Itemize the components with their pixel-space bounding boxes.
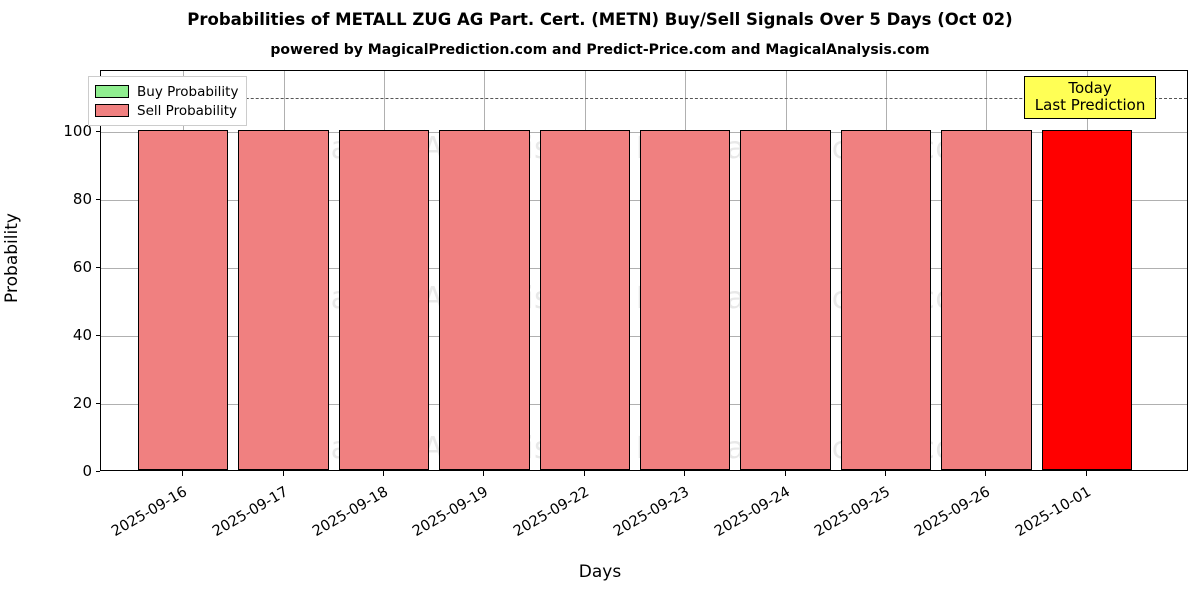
legend-item-sell[interactable]: Sell Probability	[95, 101, 238, 120]
x-tick-2025-09-16: 2025-09-16	[109, 484, 191, 540]
y-tick-mark-40	[96, 335, 100, 337]
bar-sell-2025-09-16[interactable]	[138, 130, 229, 470]
bar-sell-2025-09-26[interactable]	[941, 130, 1032, 470]
x-tick-2025-10-01: 2025-10-01	[1012, 484, 1094, 540]
x-tick-2025-09-25: 2025-09-25	[812, 484, 893, 540]
y-tick-20: 20	[72, 394, 92, 413]
y-tick-mark-0	[96, 471, 100, 472]
plot-clip: MagicalAnalysis.com MagicalPrediction.co…	[101, 71, 1187, 470]
legend-item-buy[interactable]: Buy Probability	[95, 82, 238, 101]
y-tick-40: 40	[72, 326, 92, 345]
chart-subtitle: powered by MagicalPrediction.com and Pre…	[270, 42, 930, 58]
plot-area: MagicalAnalysis.com MagicalPrediction.co…	[100, 70, 1188, 471]
legend-label: Sell Probability	[137, 102, 238, 119]
y-tick-mark-100	[96, 131, 100, 133]
y-tick-60: 60	[72, 258, 92, 277]
bar-sell-2025-09-24[interactable]	[740, 130, 831, 470]
x-tick-mark-2025-10-01	[1085, 471, 1087, 476]
x-tick-mark-2025-09-19	[483, 471, 485, 476]
bar-sell-2025-09-22[interactable]	[539, 130, 630, 470]
x-axis-label: Days	[578, 562, 622, 582]
y-tick-mark-80	[96, 199, 100, 201]
x-tick-mark-2025-09-22	[583, 471, 585, 476]
x-tick-2025-09-24: 2025-09-24	[711, 484, 793, 540]
y-tick-mark-20	[96, 403, 100, 405]
annotation-line-2: Last Prediction	[1034, 95, 1146, 114]
bar-sell-2025-09-23[interactable]	[640, 130, 731, 470]
x-tick-mark-2025-09-24	[784, 471, 786, 476]
legend-swatch-icon	[95, 85, 129, 98]
x-tick-mark-2025-09-16	[182, 471, 184, 476]
bar-sell-2025-09-18[interactable]	[338, 130, 430, 470]
x-axis-tick-labels: 2025-09-16 2025-09-17 2025-09-18 2025-09-19…	[100, 476, 1188, 556]
x-tick-mark-2025-09-26	[985, 471, 987, 476]
y-tick-100: 100	[63, 122, 92, 141]
legend-swatch-icon	[95, 104, 129, 117]
today-last-prediction-annotation: Today Last Prediction	[1023, 76, 1157, 119]
y-tick-mark-60	[96, 267, 100, 269]
y-axis-tick-labels: 0 20 40 60 80 100	[40, 70, 92, 480]
bar-sell-2025-09-19[interactable]	[439, 130, 530, 470]
page-title: Probabilities of METALL ZUG AG Part. Cer…	[187, 10, 1013, 29]
x-tick-2025-09-22: 2025-09-22	[510, 484, 592, 540]
bar-sell-2025-09-17[interactable]	[238, 130, 329, 470]
x-axis-tick-marks	[100, 471, 1188, 476]
y-axis-tick-marks	[96, 70, 101, 472]
y-axis-label: Probability	[2, 213, 22, 303]
legend-label: Buy Probability	[137, 83, 239, 100]
x-tick-2025-09-23: 2025-09-23	[611, 484, 693, 540]
x-tick-2025-09-17: 2025-09-17	[209, 484, 291, 540]
annotation-line-1: Today	[1068, 79, 1112, 97]
bar-sell-2025-10-01[interactable]	[1041, 130, 1132, 470]
y-tick-80: 80	[72, 190, 92, 209]
x-tick-2025-09-19: 2025-09-19	[410, 484, 492, 540]
x-tick-mark-2025-09-23	[684, 471, 686, 476]
chart-legend[interactable]: Buy Probability Sell Probability	[88, 76, 248, 126]
x-tick-mark-2025-09-18	[383, 471, 384, 476]
x-tick-2025-09-26: 2025-09-26	[912, 484, 994, 540]
x-tick-mark-2025-09-17	[282, 471, 284, 476]
threshold-line	[101, 98, 1187, 100]
y-tick-0: 0	[82, 462, 92, 480]
x-tick-2025-09-18: 2025-09-18	[310, 484, 391, 540]
bar-sell-2025-09-25[interactable]	[840, 130, 932, 470]
x-tick-mark-2025-09-25	[885, 471, 886, 476]
